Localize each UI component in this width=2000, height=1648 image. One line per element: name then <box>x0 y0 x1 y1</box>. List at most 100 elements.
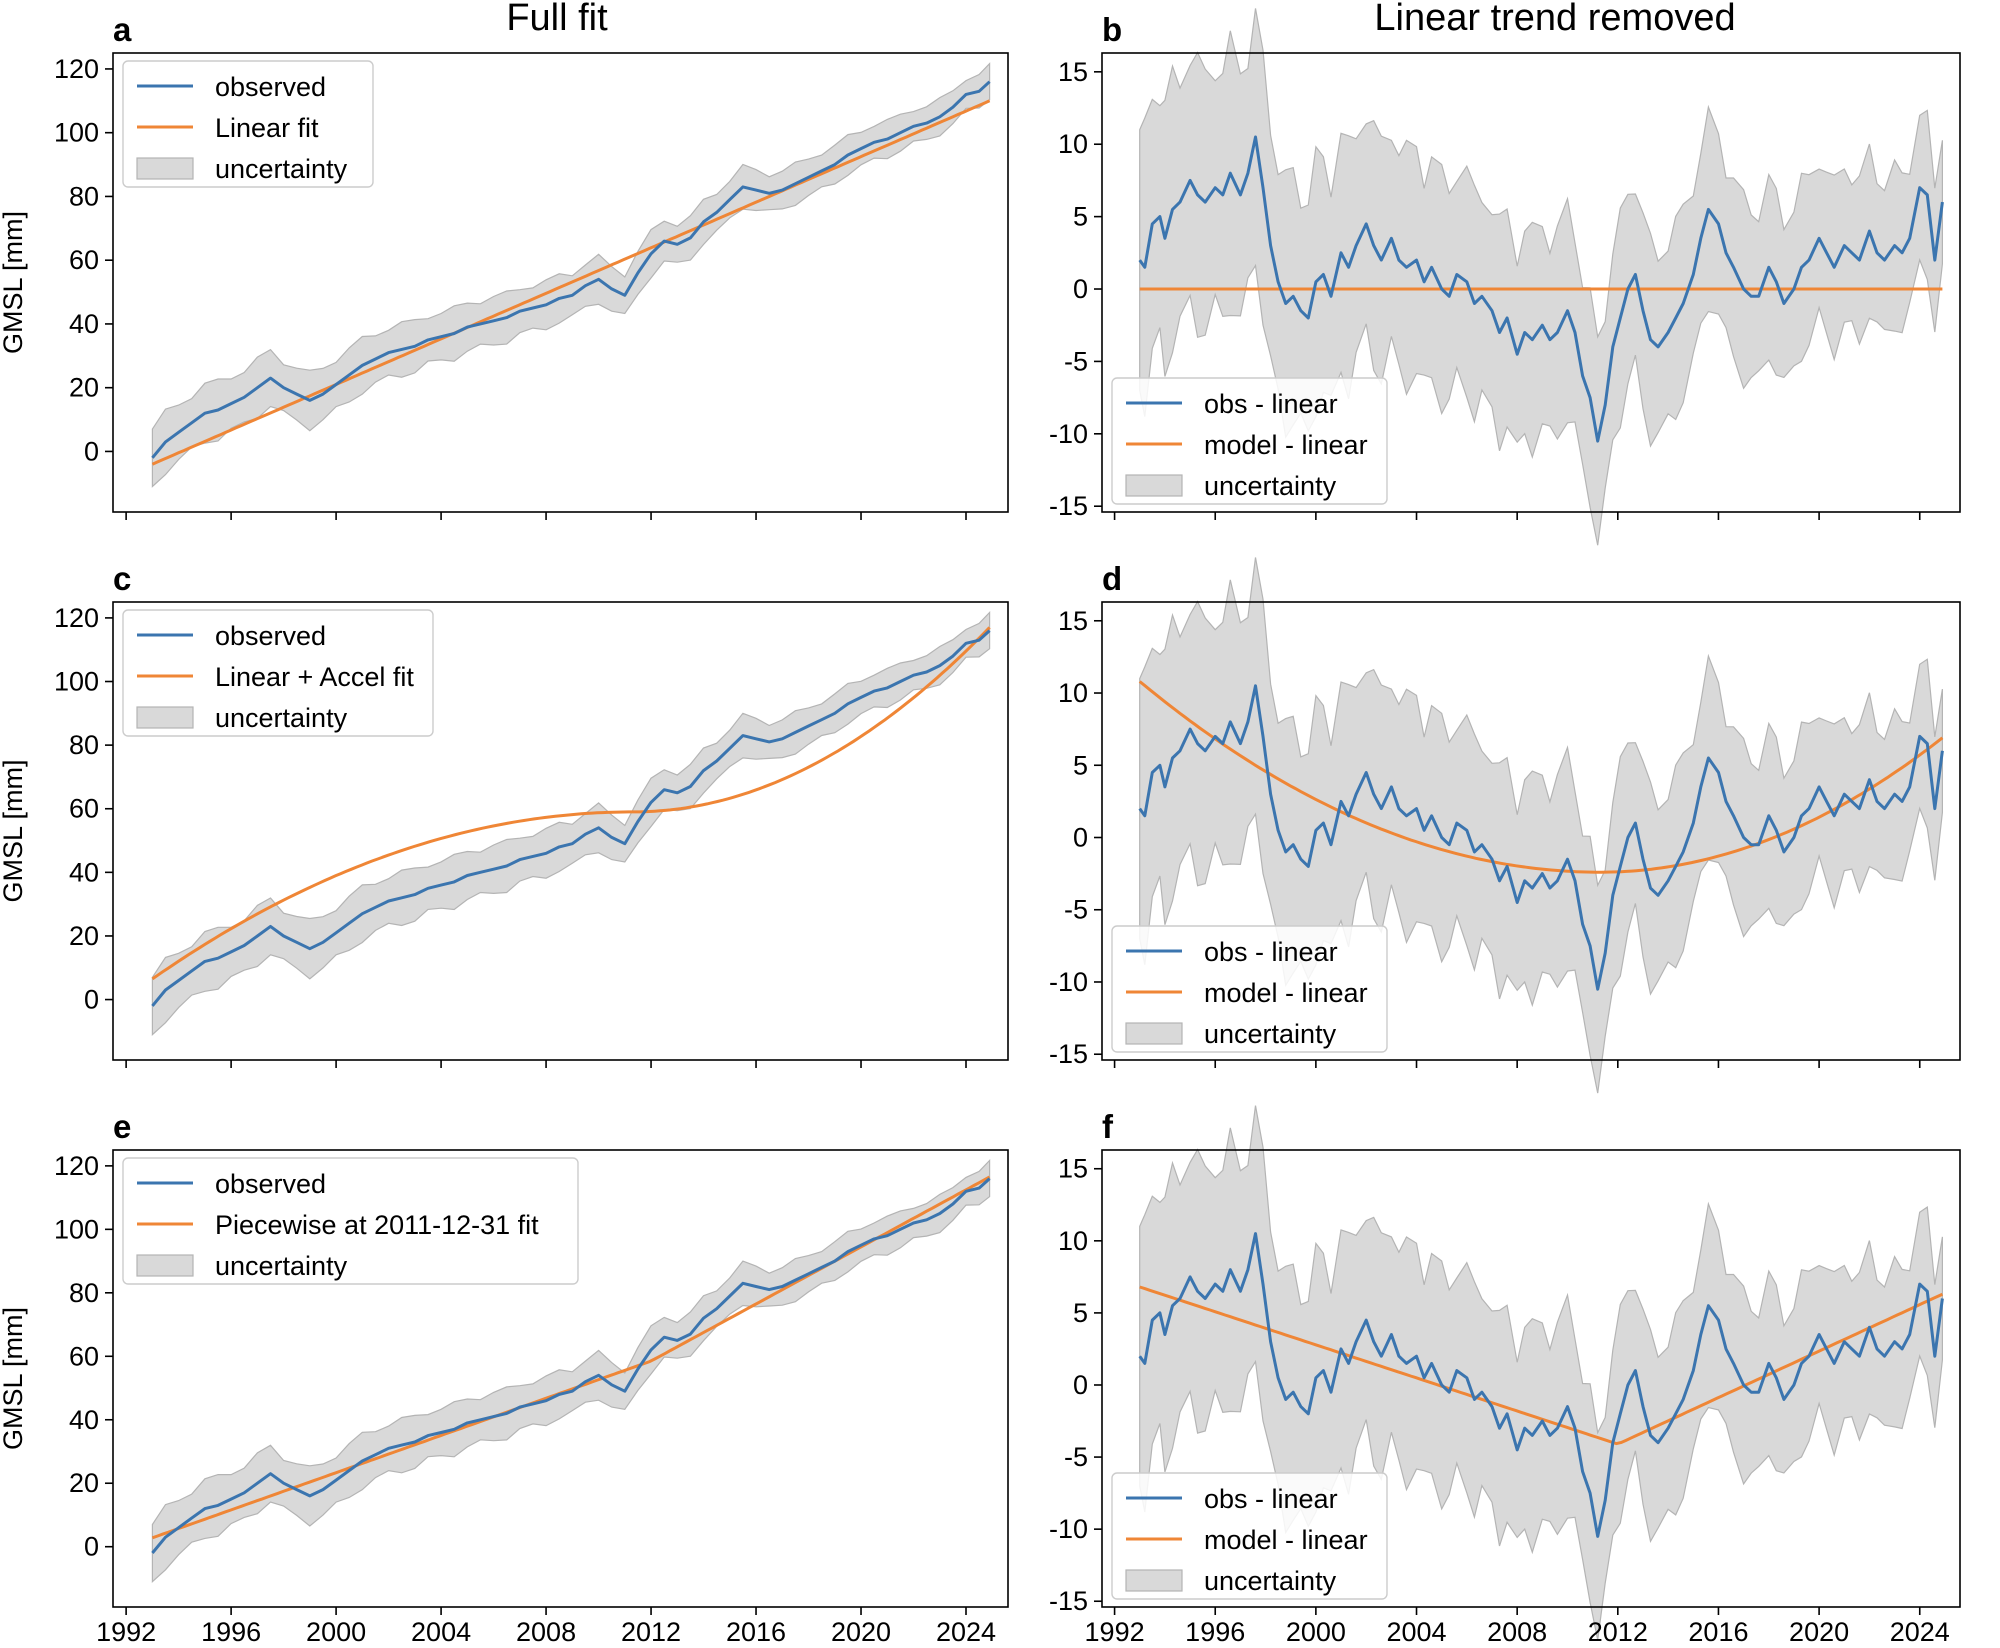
y-tick-label: 60 <box>69 1341 99 1371</box>
legend-swatch-patch <box>1125 474 1183 497</box>
legend-label: Linear + Accel fit <box>215 662 414 692</box>
legend-label: model - linear <box>1204 430 1368 460</box>
y-tick-label: 100 <box>54 118 99 148</box>
y-tick-label: 120 <box>54 1151 99 1181</box>
panel-b: -15 -10 -5 0 5 10 15 b obs - linear model - linea… <box>1049 8 1961 546</box>
axes-frame <box>112 601 1009 1061</box>
y-tick-label: 60 <box>69 794 99 824</box>
y-axis-label: GMSL [mm] <box>0 211 28 354</box>
series-line-model <box>151 626 991 981</box>
uncertainty-band <box>1139 1105 1944 1641</box>
y-tick-label: 100 <box>54 667 99 697</box>
uncertainty-band <box>1139 8 1944 546</box>
legend-swatch-patch <box>136 157 194 180</box>
y-tick-label: -10 <box>1049 419 1088 449</box>
y-tick-label: 10 <box>1058 1226 1088 1256</box>
y-tick-label: 0 <box>84 985 99 1015</box>
legend-label: uncertainty <box>1204 1566 1337 1596</box>
legend-label: uncertainty <box>215 154 348 184</box>
y-tick-label: -5 <box>1064 1442 1088 1472</box>
y-tick-label: 80 <box>69 181 99 211</box>
y-axis-label: GMSL [mm] <box>0 759 28 902</box>
x-tick-label: 2008 <box>516 1617 576 1647</box>
x-tick-label: 2020 <box>831 1617 891 1647</box>
legend-label: model - linear <box>1204 978 1368 1008</box>
legend-label: obs - linear <box>1204 937 1338 967</box>
legend-box <box>1111 925 1388 1053</box>
panel-e: 1992 1996 2000 2004 2008 2012 2016 2020 2024 0 20 4… <box>0 1108 1009 1647</box>
panel-letter: d <box>1102 560 1122 597</box>
legend-label: observed <box>215 621 326 651</box>
legend-label: obs - linear <box>1204 1484 1338 1514</box>
legend-label: uncertainty <box>1204 1019 1337 1049</box>
y-tick-label: 0 <box>84 436 99 466</box>
y-tick-label: -15 <box>1049 1586 1088 1616</box>
x-tick-label: 2024 <box>1890 1617 1950 1647</box>
legend: observed Linear fit uncertainty <box>122 60 374 188</box>
x-tick-label: 2016 <box>1688 1617 1748 1647</box>
x-tick-label: 2000 <box>306 1617 366 1647</box>
panel-f: 1992 1996 2000 2004 2008 2012 2016 2020 2024 -15 -… <box>1049 1105 1961 1647</box>
series-line-model <box>151 99 991 466</box>
axes-frame <box>112 1149 1009 1608</box>
y-tick-label: -5 <box>1064 346 1088 376</box>
y-tick-label: 0 <box>84 1532 99 1562</box>
y-tick-label: 80 <box>69 730 99 760</box>
column-title-linear-trend-removed: Linear trend removed <box>1374 0 1735 39</box>
y-tick-label: 10 <box>1058 678 1088 708</box>
legend-box <box>1111 377 1388 505</box>
series-line-model <box>1138 680 1944 874</box>
x-tick-label: 2012 <box>621 1617 681 1647</box>
y-tick-label: -15 <box>1049 491 1088 521</box>
series-line-observed <box>151 629 991 1007</box>
panel-a: 0 20 40 60 80 100 120 GMSL [mm] a observed Linear … <box>0 11 1009 520</box>
legend-swatch-patch <box>1125 1022 1183 1045</box>
y-tick-label: -10 <box>1049 967 1088 997</box>
y-tick-label: 80 <box>69 1278 99 1308</box>
uncertainty-band <box>151 611 991 1036</box>
x-tick-label: 2004 <box>411 1617 471 1647</box>
y-tick-label: 0 <box>1073 1370 1088 1400</box>
y-tick-label: 120 <box>54 54 99 84</box>
y-tick-label: 20 <box>69 1468 99 1498</box>
panel-letter: e <box>113 1108 131 1145</box>
y-tick-label: 60 <box>69 245 99 275</box>
legend-label: Linear fit <box>215 113 319 143</box>
legend-box <box>122 1157 579 1285</box>
panel-letter: c <box>113 560 131 597</box>
axes-frame <box>1101 601 1961 1061</box>
panel-d: -15 -10 -5 0 5 10 15 d obs - linear model - linea… <box>1049 557 1961 1094</box>
legend-label: observed <box>215 72 326 102</box>
uncertainty-band <box>151 1159 991 1583</box>
y-tick-label: -10 <box>1049 1514 1088 1544</box>
x-tick-label: 2004 <box>1386 1617 1446 1647</box>
y-tick-label: 5 <box>1073 1298 1088 1328</box>
y-tick-label: 20 <box>69 373 99 403</box>
legend-swatch-patch <box>136 1254 194 1277</box>
x-tick-label: 2000 <box>1286 1617 1346 1647</box>
legend-label: observed <box>215 1169 326 1199</box>
column-title-full-fit: Full fit <box>506 0 608 39</box>
x-tick-label: 1996 <box>201 1617 261 1647</box>
panel-c: 0 20 40 60 80 100 120 GMSL [mm] c observed Linear … <box>0 560 1009 1068</box>
y-tick-label: 0 <box>1073 274 1088 304</box>
y-tick-label: 5 <box>1073 202 1088 232</box>
y-tick-label: -15 <box>1049 1039 1088 1069</box>
uncertainty-band <box>1139 557 1944 1094</box>
x-tick-label: 1992 <box>96 1617 156 1647</box>
y-tick-label: 20 <box>69 921 99 951</box>
y-axis-label: GMSL [mm] <box>0 1307 28 1450</box>
panel-letter: b <box>1102 11 1122 48</box>
x-tick-label: 2016 <box>726 1617 786 1647</box>
legend: observed Linear + Accel fit uncertainty <box>122 609 434 737</box>
x-tick-label: 1992 <box>1085 1617 1145 1647</box>
series-line-observed <box>1138 684 1944 991</box>
y-tick-label: -5 <box>1064 895 1088 925</box>
legend: obs - linear model - linear uncertainty <box>1111 1472 1388 1600</box>
y-tick-label: 0 <box>1073 823 1088 853</box>
x-tick-label: 2008 <box>1487 1617 1547 1647</box>
legend-label: uncertainty <box>215 1251 348 1281</box>
y-tick-label: 40 <box>69 309 99 339</box>
series-line-observed <box>151 1177 991 1554</box>
